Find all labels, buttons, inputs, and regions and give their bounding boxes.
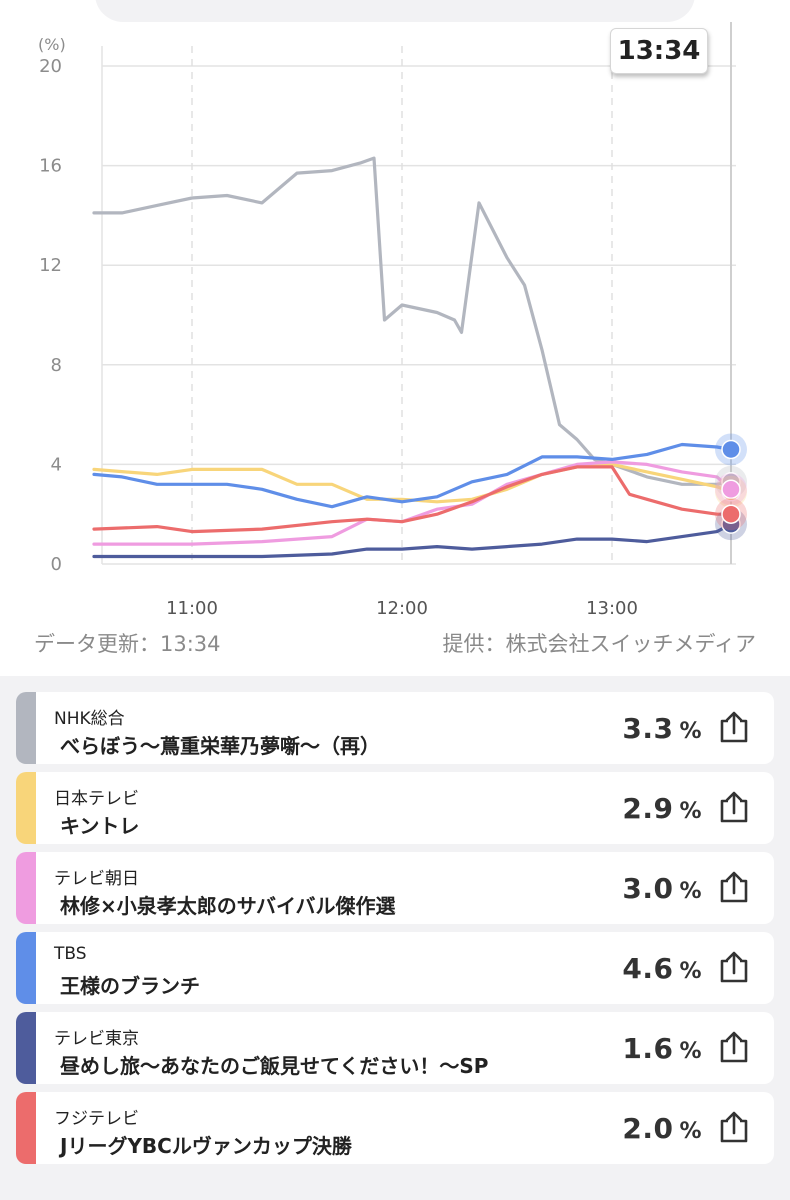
- rating-value: 2.0%: [622, 1112, 702, 1145]
- program-title: 王様のブランチ: [60, 974, 200, 998]
- program-title: JリーグYBCルヴァンカップ決勝: [60, 1134, 352, 1158]
- rating-value: 3.3%: [622, 712, 702, 745]
- channel-row-fujitv[interactable]: フジテレビ JリーグYBCルヴァンカップ決勝 2.0%: [16, 1092, 774, 1164]
- share-icon[interactable]: [716, 789, 752, 825]
- series-line: [92, 462, 733, 504]
- rating-value: 4.6%: [622, 952, 702, 985]
- channel-name: TBS: [54, 944, 87, 964]
- series-line: [92, 522, 733, 559]
- share-icon[interactable]: [716, 709, 752, 745]
- rating-value: 1.6%: [622, 1032, 702, 1065]
- share-icon[interactable]: [716, 1029, 752, 1065]
- series-end-point: [721, 479, 741, 500]
- channel-color-bar: [16, 692, 36, 764]
- rating-value: 2.9%: [622, 792, 702, 825]
- share-icon[interactable]: [716, 949, 752, 985]
- top-card: [95, 0, 695, 22]
- channel-row-tbs[interactable]: TBS 王様のブランチ 4.6%: [16, 932, 774, 1004]
- ratings-chart: 0 4 8 12 16 20 (%) 11:00 12:00 13:00: [38, 22, 747, 619]
- channel-color-bar: [16, 852, 36, 924]
- y-tick-label: 4: [51, 454, 62, 475]
- y-tick-label: 12: [39, 255, 62, 276]
- x-tick-label: 12:00: [376, 598, 428, 619]
- channel-name: テレビ朝日: [54, 869, 139, 889]
- data-provider-text: 提供：株式会社スイッチメディア: [442, 632, 756, 656]
- channel-name: 日本テレビ: [54, 789, 139, 809]
- series-line: [92, 442, 733, 509]
- share-icon[interactable]: [716, 869, 752, 905]
- program-title: 林修×小泉孝太郎のサバイバル傑作選: [60, 894, 396, 918]
- series-end-point: [721, 439, 741, 460]
- channel-color-bar: [16, 1012, 36, 1084]
- y-tick-label: 16: [39, 156, 62, 177]
- data-updated-text: データ更新：13:34: [34, 632, 221, 656]
- current-time-badge: 13:34: [610, 28, 708, 74]
- program-title: 昼めし旅～あなたのご飯見せてください！～SP: [60, 1054, 489, 1078]
- x-tick-label: 11:00: [166, 598, 218, 619]
- series-end-point: [721, 504, 741, 524]
- y-tick-label: 8: [51, 355, 62, 376]
- program-title: キントレ: [60, 814, 140, 838]
- channel-row-tvtokyo[interactable]: テレビ東京 昼めし旅～あなたのご飯見せてください！～SP 1.6%: [16, 1012, 774, 1084]
- series-line: [92, 156, 733, 486]
- channel-name: NHK総合: [54, 709, 125, 729]
- channel-row-ntv[interactable]: 日本テレビ キントレ 2.9%: [16, 772, 774, 844]
- y-tick-label: 0: [51, 554, 62, 575]
- channel-color-bar: [16, 932, 36, 1004]
- channel-color-bar: [16, 772, 36, 844]
- share-icon[interactable]: [716, 1109, 752, 1145]
- rating-value: 3.0%: [622, 872, 702, 905]
- program-title: べらぼう～蔦重栄華乃夢噺～（再）: [60, 734, 380, 758]
- x-tick-label: 13:00: [586, 598, 638, 619]
- chart-footer: データ更新：13:34 提供：株式会社スイッチメディア: [34, 628, 756, 658]
- channel-name: フジテレビ: [54, 1109, 139, 1129]
- channel-name: テレビ東京: [54, 1029, 139, 1049]
- channel-row-nhk[interactable]: NHK総合 べらぼう～蔦重栄華乃夢噺～（再） 3.3%: [16, 692, 774, 764]
- y-unit-label: (%): [38, 35, 66, 54]
- channel-list: NHK総合 べらぼう～蔦重栄華乃夢噺～（再） 3.3% 日本テレビ キントレ 2…: [0, 676, 790, 1200]
- channel-color-bar: [16, 1092, 36, 1164]
- y-tick-label: 20: [39, 56, 62, 77]
- channel-row-tvasahi[interactable]: テレビ朝日 林修×小泉孝太郎のサバイバル傑作選 3.0%: [16, 852, 774, 924]
- series-line: [92, 465, 733, 534]
- series-line: [92, 460, 733, 546]
